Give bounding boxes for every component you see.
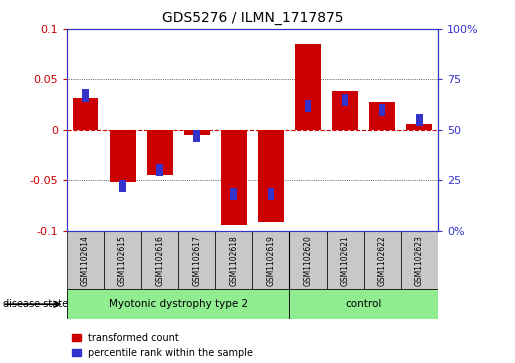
Bar (73, 98, 98, 130)
Bar (258, 130, 284, 223)
Bar (104, 231, 141, 289)
Bar (369, 102, 395, 130)
Bar (406, 124, 432, 130)
Bar (194, 130, 200, 142)
Bar (289, 231, 327, 289)
Bar (215, 231, 252, 289)
Bar (416, 114, 422, 126)
Text: GSM1102614: GSM1102614 (81, 235, 90, 286)
Bar (342, 94, 348, 106)
Text: GSM1102622: GSM1102622 (377, 235, 387, 286)
Bar (289, 289, 438, 319)
Bar (157, 164, 163, 176)
Bar (147, 130, 173, 175)
Text: GSM1102618: GSM1102618 (229, 235, 238, 286)
Text: GSM1102623: GSM1102623 (415, 235, 424, 286)
Text: GSM1102620: GSM1102620 (303, 235, 313, 286)
Title: GDS5276 / ILMN_1717875: GDS5276 / ILMN_1717875 (162, 11, 343, 25)
Bar (184, 130, 210, 135)
Bar (119, 180, 126, 192)
Bar (332, 91, 358, 130)
Bar (141, 231, 178, 289)
Bar (295, 44, 321, 130)
Text: disease state: disease state (3, 299, 67, 309)
Text: GSM1102621: GSM1102621 (340, 235, 350, 286)
Bar (379, 103, 385, 116)
Text: GSM1102617: GSM1102617 (192, 235, 201, 286)
Text: GSM1102616: GSM1102616 (155, 235, 164, 286)
Bar (305, 99, 311, 112)
Bar (252, 231, 289, 289)
Bar (178, 231, 215, 289)
Bar (221, 130, 247, 225)
Bar (110, 130, 135, 182)
Bar (82, 89, 89, 102)
Bar (268, 188, 274, 200)
Bar (231, 188, 237, 200)
Text: GSM1102619: GSM1102619 (266, 235, 276, 286)
Bar (364, 231, 401, 289)
Bar (327, 231, 364, 289)
Text: GSM1102615: GSM1102615 (118, 235, 127, 286)
Text: Myotonic dystrophy type 2: Myotonic dystrophy type 2 (109, 299, 248, 309)
Legend: transformed count, percentile rank within the sample: transformed count, percentile rank withi… (72, 333, 253, 358)
Bar (401, 231, 438, 289)
Bar (67, 231, 104, 289)
Bar (67, 289, 289, 319)
Text: control: control (346, 299, 382, 309)
